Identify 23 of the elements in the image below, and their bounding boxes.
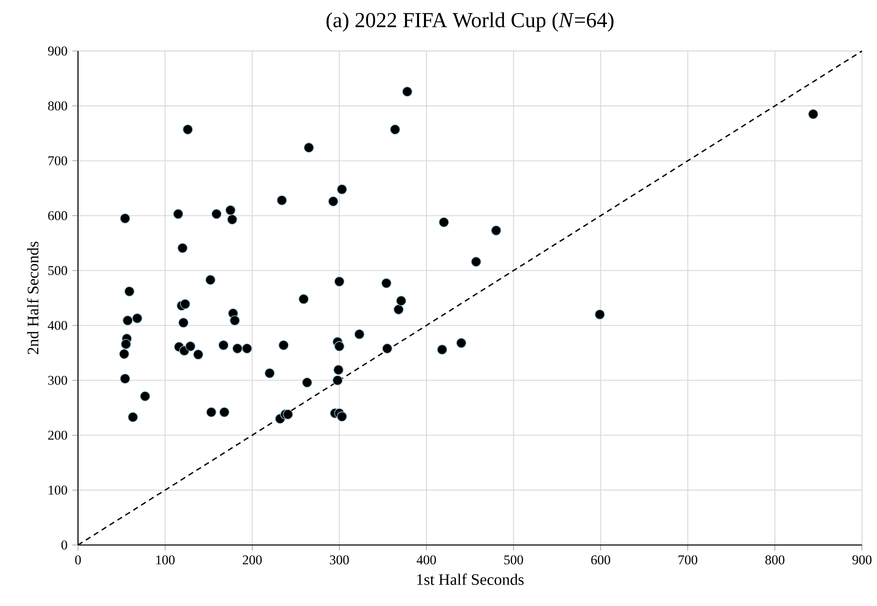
chart-title: (a) 2022 FIFA World Cup (N=64) xyxy=(326,12,614,32)
y-tick-label: 400 xyxy=(48,320,68,330)
x-tick-label: 100 xyxy=(156,555,175,564)
y-tick-label: 100 xyxy=(48,486,68,495)
x-tick-label: 700 xyxy=(678,555,698,564)
x-tick-label: 900 xyxy=(852,555,872,564)
y-tick-label: 700 xyxy=(48,156,68,166)
y-tick-label: 900 xyxy=(48,46,68,56)
y-tick-label: 600 xyxy=(48,211,68,220)
y-tick-label: 300 xyxy=(48,376,68,385)
x-tick-label: 300 xyxy=(330,555,349,564)
x-tick-label: 400 xyxy=(416,555,436,564)
x-tick-label: 200 xyxy=(242,555,262,564)
y-tick-label: 500 xyxy=(48,266,68,276)
y-tick-label: 200 xyxy=(48,430,68,440)
y-tick-label: 0 xyxy=(61,540,68,550)
x-tick-label: 600 xyxy=(591,555,610,564)
x-tick-label: 800 xyxy=(765,555,784,564)
y-axis-title: 2nd Half Seconds xyxy=(27,242,38,354)
x-axis-title: 1st Half Seconds xyxy=(417,574,524,585)
x-tick-label: 0 xyxy=(75,555,81,564)
x-tick-label: 500 xyxy=(504,555,524,564)
y-tick-label: 800 xyxy=(48,101,68,110)
